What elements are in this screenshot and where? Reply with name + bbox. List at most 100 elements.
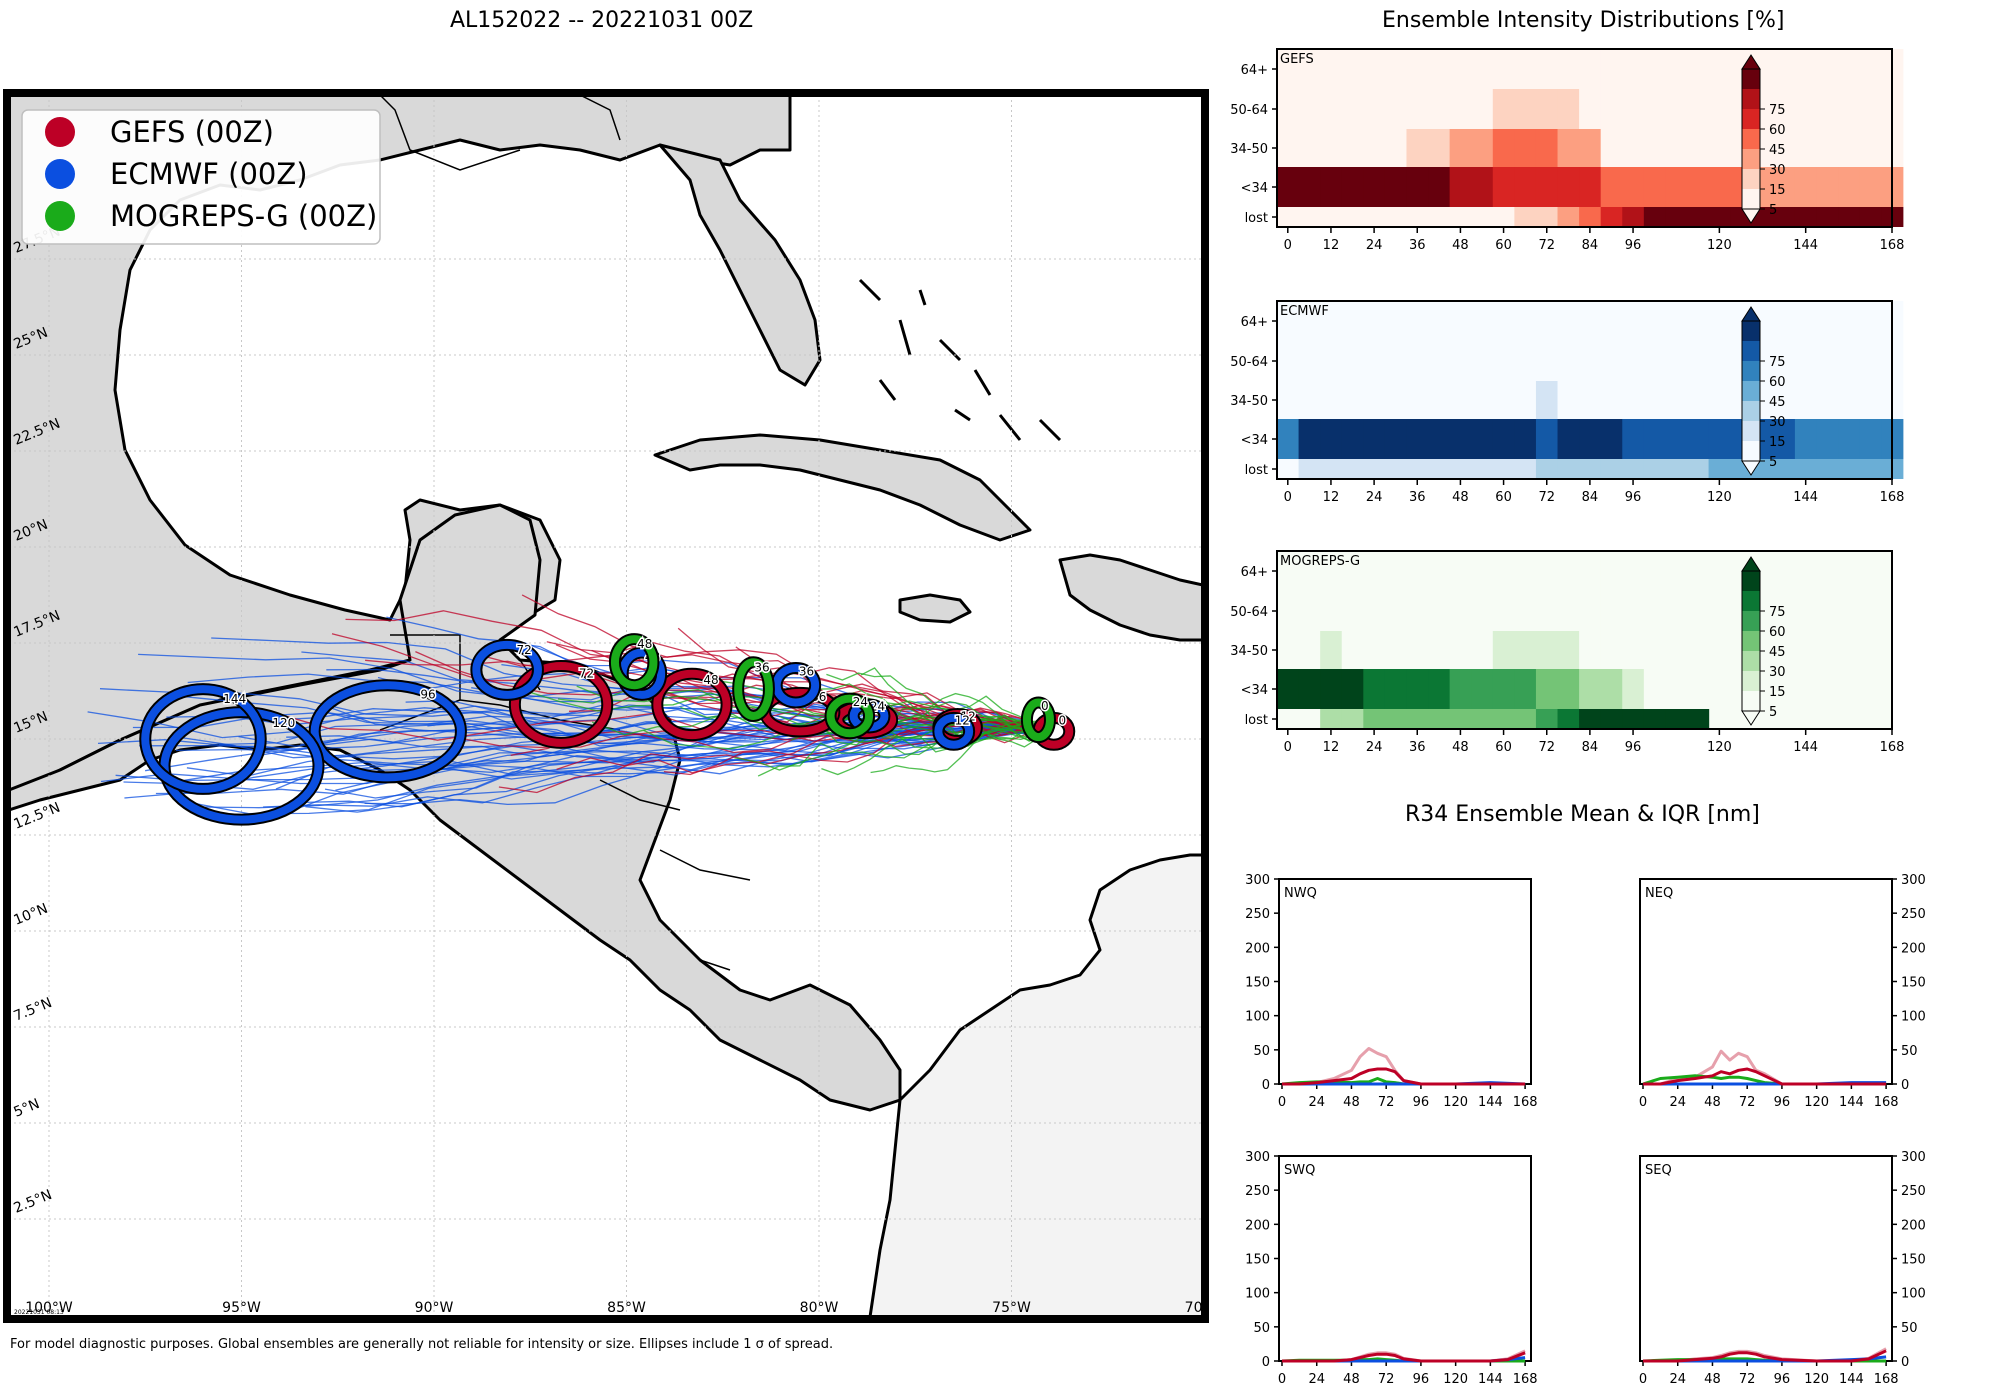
heatmap-cell (1471, 631, 1494, 669)
ellipse-mogreps-g-36: 36 (732, 656, 775, 722)
heatmap-cell (1298, 591, 1321, 631)
r34-x-tick-label: 48 (1343, 1372, 1360, 1387)
colorbar-segment (1742, 571, 1760, 591)
r34-y-tick-label: 150 (1245, 1253, 1270, 1268)
heatmap-cell (1794, 49, 1818, 89)
heatmap-cell (1859, 459, 1882, 479)
heatmap-cell (1384, 49, 1408, 89)
heatmap-cell (1687, 301, 1710, 341)
heatmap-cell (1579, 551, 1602, 591)
r34-x-tick-label: 96 (1413, 1372, 1430, 1387)
ensemble-track (326, 668, 1031, 736)
heatmap-cell (1708, 381, 1731, 419)
ellipse-gefs-72: 72 (508, 660, 614, 749)
heatmap-cell (1363, 631, 1386, 669)
heatmap-y-tick-label: 64+ (1241, 63, 1268, 78)
footnote: For model diagnostic purposes. Global en… (10, 1337, 834, 1352)
heatmap-cell (1535, 419, 1559, 459)
heatmap-cell (1665, 341, 1688, 381)
r34-x-tick-label: 72 (1378, 1372, 1395, 1387)
heatmap-cell (1449, 669, 1472, 709)
heatmap-cell (1622, 419, 1645, 459)
heatmap-cell (1665, 207, 1688, 227)
heatmap-cell (1622, 381, 1645, 419)
heatmap-y-tick-label: 34-50 (1230, 142, 1268, 157)
heatmap-cell (1643, 551, 1667, 591)
r34-y-tick-label: 250 (1245, 907, 1270, 922)
heatmap-cell (1579, 381, 1602, 419)
heatmap-cell (1277, 167, 1300, 207)
heatmap-cell (1665, 631, 1688, 669)
r34-x-tick-label: 120 (1443, 1372, 1468, 1387)
colorbar-segment (1742, 189, 1760, 209)
legend-ecmwf-label: ECMWF (00Z) (110, 157, 308, 191)
heatmap-x-tick-label: 72 (1538, 490, 1555, 505)
heatmap-cell (1794, 459, 1818, 479)
heatmap-cell (1363, 341, 1386, 381)
heatmap-cell (1859, 341, 1882, 381)
ellipse-ecmwf-120: 120 (158, 706, 325, 826)
heatmap-cell (1535, 167, 1559, 207)
heatmap-cell (1643, 419, 1667, 459)
r34-y-tick-label: 300 (1245, 873, 1270, 888)
heatmap-cell (1643, 459, 1667, 479)
heatmap-cell (1773, 49, 1796, 89)
colorbar-segment (1742, 129, 1760, 149)
heatmap-cell (1794, 167, 1818, 207)
ellipse-hour-label: 36 (754, 661, 769, 675)
heatmap-cell (1643, 167, 1667, 207)
heatmap-cell (1557, 49, 1580, 89)
ellipse-hour-label: 48 (703, 673, 718, 687)
heatmap-cell (1384, 631, 1408, 669)
heatmap-cell (1816, 341, 1839, 381)
r34-y-tick-label: 300 (1901, 873, 1926, 888)
heatmap-cell (1794, 89, 1818, 129)
heatmap-x-tick-label: 96 (1625, 490, 1642, 505)
heatmap-cell (1428, 381, 1451, 419)
heatmap-cell (1492, 551, 1515, 591)
heatmap-cell (1406, 551, 1429, 591)
heatmap-cell (1773, 341, 1796, 381)
heatmap-cell (1492, 207, 1515, 227)
heatmap-x-tick-label: 12 (1323, 740, 1340, 755)
heatmap-cell (1773, 207, 1796, 227)
ellipse-hour-label: 48 (637, 637, 652, 651)
heatmap-cell (1471, 381, 1494, 419)
heatmap-cell (1471, 129, 1494, 167)
colorbar-tick-label: 60 (1769, 123, 1786, 138)
heatmap-cell (1665, 301, 1688, 341)
heatmap-cell (1428, 459, 1451, 479)
heatmap-cell (1643, 669, 1667, 709)
heatmap-cell (1859, 89, 1882, 129)
heatmap-x-tick-label: 120 (1707, 740, 1732, 755)
heatmap-x-tick-label: 96 (1625, 238, 1642, 253)
colorbar-tick-label: 45 (1769, 395, 1786, 410)
heatmap-cell (1428, 631, 1451, 669)
heatmap-y-tick-label: <34 (1241, 181, 1268, 196)
heatmap-cell (1341, 167, 1364, 207)
r34-y-tick-label: 0 (1901, 1355, 1909, 1370)
colorbar-tick-label: 45 (1769, 143, 1786, 158)
heatmap-cell (1514, 301, 1537, 341)
heatmap-cell (1492, 459, 1515, 479)
heatmap-cell (1816, 459, 1839, 479)
landmass-south-america (868, 853, 1203, 1317)
landmass-cuba (653, 433, 1032, 542)
heatmap-cell (1492, 89, 1515, 129)
colorbar-tick-label: 60 (1769, 375, 1786, 390)
r34-panel-neq: NEQ 0 50 100 150 200 250 300 0 24 48 72 96 120 144 168 (1639, 873, 1926, 1110)
ellipse-hour-label: 144 (223, 692, 246, 706)
heatmap-cell (1687, 341, 1710, 381)
heatmap-cell (1471, 207, 1494, 227)
heatmap-cell (1514, 341, 1537, 381)
heatmap-cell (1406, 591, 1429, 631)
heatmap-cell (1471, 709, 1494, 729)
heatmap-cell (1859, 129, 1882, 167)
r34-series-gefs (1643, 1067, 1887, 1086)
heatmap-cell (1708, 419, 1731, 459)
heatmap-x-tick-label: 12 (1323, 490, 1340, 505)
heatmap-cell (1622, 341, 1645, 381)
heatmap-cell (1449, 459, 1472, 479)
heatmap-cell (1622, 669, 1645, 709)
